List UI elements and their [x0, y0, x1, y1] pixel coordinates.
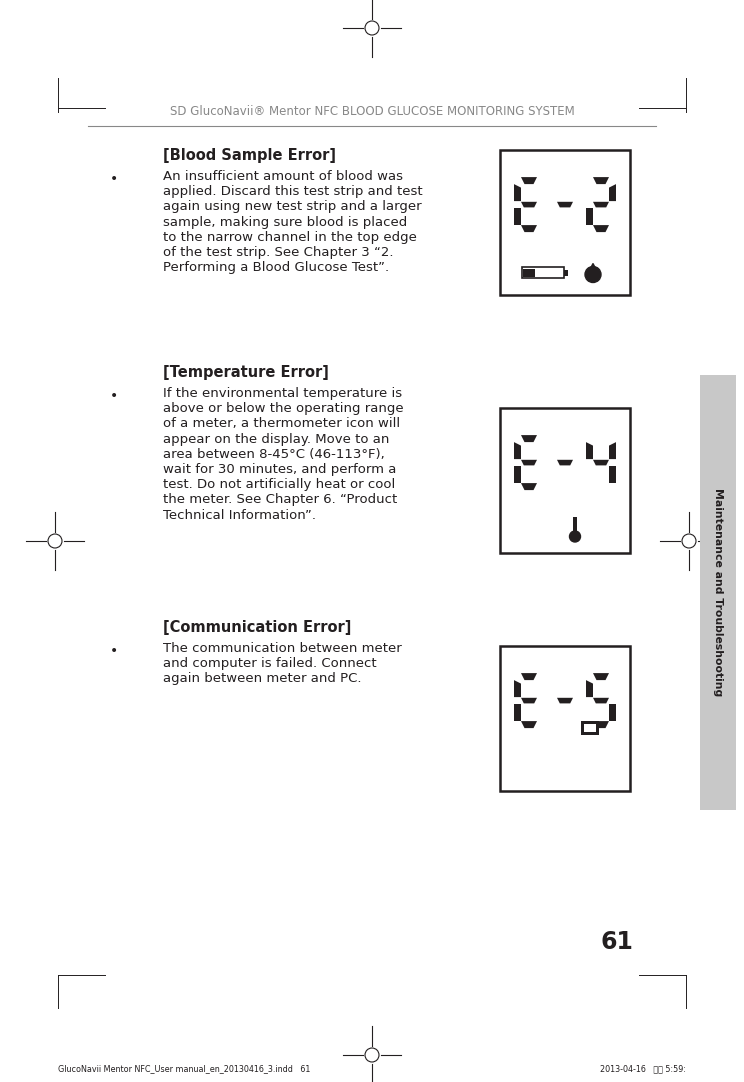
- Text: 61: 61: [600, 931, 633, 954]
- Text: GlucoNavii Mentor NFC_User manual_en_20130416_3.indd   61: GlucoNavii Mentor NFC_User manual_en_201…: [58, 1064, 310, 1073]
- Bar: [573, 516, 577, 532]
- Text: [Communication Error]: [Communication Error]: [163, 620, 351, 635]
- Text: applied. Discard this test strip and test: applied. Discard this test strip and tes…: [163, 185, 423, 198]
- Text: [Blood Sample Error]: [Blood Sample Error]: [163, 148, 336, 163]
- Polygon shape: [521, 673, 537, 681]
- Text: above or below the operating range: above or below the operating range: [163, 403, 404, 415]
- Bar: [700, 375, 736, 810]
- Text: If the environmental temperature is: If the environmental temperature is: [163, 387, 402, 400]
- Polygon shape: [521, 435, 537, 443]
- Text: area between 8-45°C (46-113°F),: area between 8-45°C (46-113°F),: [163, 448, 385, 461]
- Text: again using new test strip and a larger: again using new test strip and a larger: [163, 200, 422, 213]
- Polygon shape: [521, 483, 537, 490]
- Text: the meter. See Chapter 6. “Product: the meter. See Chapter 6. “Product: [163, 493, 397, 506]
- Polygon shape: [521, 225, 537, 233]
- Text: [Temperature Error]: [Temperature Error]: [163, 365, 329, 380]
- Text: •: •: [110, 172, 118, 186]
- Text: again between meter and PC.: again between meter and PC.: [163, 672, 362, 685]
- Text: test. Do not artificially heat or cool: test. Do not artificially heat or cool: [163, 478, 395, 491]
- Polygon shape: [593, 225, 609, 233]
- Polygon shape: [521, 177, 537, 184]
- Text: 2013-04-16   오후 5:59:: 2013-04-16 오후 5:59:: [600, 1064, 686, 1073]
- Text: of a meter, a thermometer icon will: of a meter, a thermometer icon will: [163, 418, 400, 431]
- Polygon shape: [514, 681, 521, 697]
- Circle shape: [585, 266, 601, 282]
- Text: SD GlucoNavii® Mentor NFC BLOOD GLUCOSE MONITORING SYSTEM: SD GlucoNavii® Mentor NFC BLOOD GLUCOSE …: [170, 105, 574, 118]
- Polygon shape: [593, 202, 609, 208]
- Polygon shape: [609, 184, 616, 201]
- Bar: [522, 267, 564, 278]
- Text: appear on the display. Move to an: appear on the display. Move to an: [163, 433, 389, 446]
- Polygon shape: [514, 184, 521, 201]
- Polygon shape: [557, 460, 573, 465]
- Polygon shape: [521, 721, 537, 728]
- Polygon shape: [514, 704, 521, 721]
- Text: to the narrow channel in the top edge: to the narrow channel in the top edge: [163, 230, 417, 243]
- Polygon shape: [557, 698, 573, 703]
- Bar: [523, 268, 535, 277]
- Bar: [564, 269, 568, 276]
- Polygon shape: [521, 460, 537, 465]
- Bar: [500, 149, 630, 294]
- Polygon shape: [593, 177, 609, 184]
- Bar: [584, 724, 596, 733]
- Polygon shape: [586, 208, 593, 225]
- Polygon shape: [593, 673, 609, 681]
- Text: of the test strip. See Chapter 3 “2.: of the test strip. See Chapter 3 “2.: [163, 246, 394, 259]
- Text: wait for 30 minutes, and perform a: wait for 30 minutes, and perform a: [163, 463, 397, 476]
- Text: •: •: [110, 644, 118, 658]
- Polygon shape: [521, 698, 537, 703]
- Polygon shape: [593, 721, 609, 728]
- Text: Performing a Blood Glucose Test”.: Performing a Blood Glucose Test”.: [163, 261, 389, 274]
- Text: and computer is failed. Connect: and computer is failed. Connect: [163, 657, 376, 670]
- Polygon shape: [609, 443, 616, 459]
- Circle shape: [569, 531, 580, 542]
- Text: The communication between meter: The communication between meter: [163, 642, 402, 655]
- Polygon shape: [586, 443, 593, 459]
- Text: Maintenance and Troubleshooting: Maintenance and Troubleshooting: [713, 488, 723, 697]
- Text: sample, making sure blood is placed: sample, making sure blood is placed: [163, 215, 407, 228]
- Text: •: •: [110, 390, 118, 403]
- Polygon shape: [586, 681, 593, 697]
- Bar: [500, 408, 630, 553]
- Bar: [581, 721, 599, 735]
- Polygon shape: [609, 704, 616, 721]
- Text: An insufficient amount of blood was: An insufficient amount of blood was: [163, 170, 403, 183]
- Polygon shape: [593, 698, 609, 703]
- Polygon shape: [557, 202, 573, 208]
- Polygon shape: [593, 460, 609, 465]
- Text: Technical Information”.: Technical Information”.: [163, 509, 316, 522]
- Polygon shape: [609, 466, 616, 483]
- Polygon shape: [514, 208, 521, 225]
- Bar: [500, 646, 630, 791]
- Polygon shape: [514, 443, 521, 459]
- Polygon shape: [514, 466, 521, 483]
- Polygon shape: [521, 202, 537, 208]
- Polygon shape: [588, 264, 598, 275]
